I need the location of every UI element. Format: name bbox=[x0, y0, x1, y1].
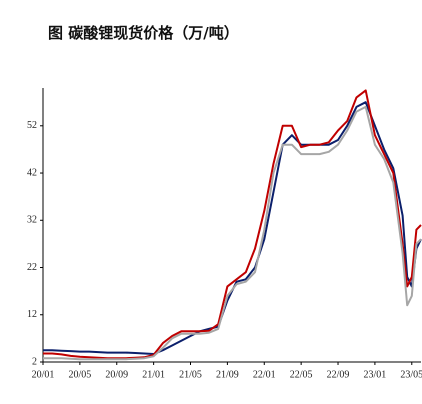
y-tick-label: 42 bbox=[27, 167, 37, 178]
y-tick-label: 52 bbox=[27, 120, 37, 131]
x-tick-label: 20/09 bbox=[105, 369, 128, 380]
x-tick-label: 23/05 bbox=[400, 369, 422, 380]
line-series bbox=[43, 105, 422, 361]
x-tick-label: 21/09 bbox=[216, 369, 239, 380]
y-tick-label: 32 bbox=[27, 215, 37, 226]
chart-title: 图 碳酸锂现货价格（万/吨） bbox=[48, 24, 239, 42]
x-tick-label: 21/01 bbox=[142, 369, 165, 380]
line-series bbox=[43, 89, 422, 360]
x-tick-label: 20/01 bbox=[32, 369, 55, 380]
x-tick-label: 22/01 bbox=[253, 369, 276, 380]
x-tick-label: 23/01 bbox=[364, 369, 387, 380]
x-tick-label: 22/05 bbox=[290, 369, 313, 380]
y-tick-label: 22 bbox=[27, 262, 37, 273]
x-tick-label: 21/05 bbox=[179, 369, 202, 380]
y-tick-label: 12 bbox=[27, 309, 37, 320]
x-tick-label: 20/05 bbox=[68, 369, 91, 380]
line-series bbox=[43, 101, 422, 355]
x-tick-label: 22/09 bbox=[327, 369, 350, 380]
y-tick-label: 2 bbox=[32, 356, 37, 367]
